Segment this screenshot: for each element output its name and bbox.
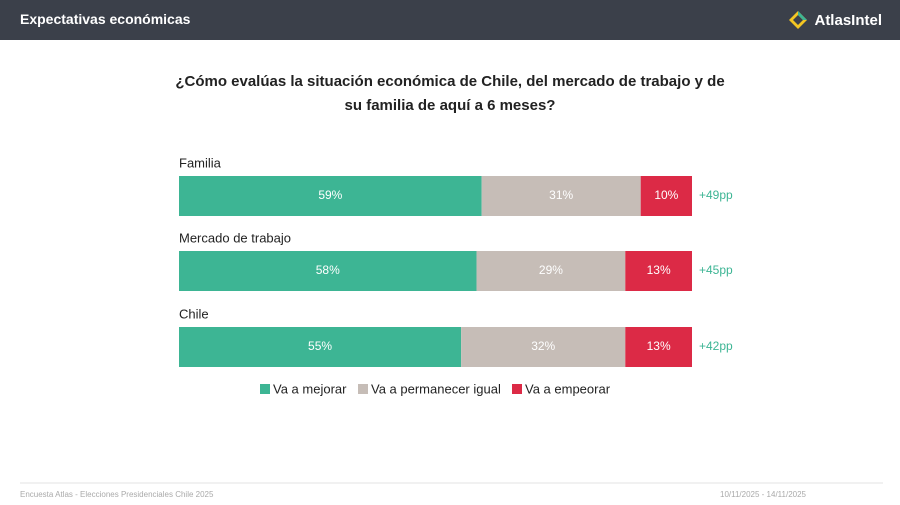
value-label: 32% — [531, 339, 555, 353]
value-label: 55% — [308, 339, 332, 353]
bar-segment — [179, 327, 462, 367]
net-label: +45pp — [699, 263, 733, 277]
bar-segment — [179, 176, 482, 216]
net-label: +42pp — [699, 339, 733, 353]
legend-label: Va a permanecer igual — [371, 381, 501, 396]
category-label: Familia — [179, 155, 222, 170]
chart-title: ¿Cómo evalúas la situación económica de … — [175, 73, 725, 114]
value-label: 29% — [539, 263, 563, 277]
footer-dates: 10/11/2025 - 14/11/2025 — [720, 490, 807, 499]
value-label: 10% — [654, 188, 678, 202]
category-label: Mercado de trabajo — [179, 230, 291, 245]
bar-segment — [625, 327, 692, 367]
bar-segment — [476, 251, 626, 291]
value-label: 13% — [647, 263, 671, 277]
legend-swatch — [260, 384, 270, 394]
net-label: +49pp — [699, 188, 733, 202]
header: Expectativas económicas AtlasIntel — [0, 0, 900, 40]
value-label: 13% — [647, 339, 671, 353]
footer-source: Encuesta Atlas - Elecciones Presidencial… — [20, 490, 214, 499]
legend-swatch — [512, 384, 522, 394]
header-title: Expectativas económicas — [20, 11, 191, 27]
value-label: 58% — [316, 263, 340, 277]
legend-label: Va a mejorar — [273, 381, 347, 396]
bar-segment — [625, 251, 692, 291]
brand-logo — [789, 11, 808, 29]
legend-label: Va a empeorar — [525, 381, 611, 396]
category-label: Chile — [179, 306, 209, 321]
value-label: 31% — [549, 188, 573, 202]
brand-name: AtlasIntel — [814, 11, 882, 29]
value-label: 59% — [318, 188, 342, 202]
bar-segment — [640, 176, 692, 216]
bar-segment — [461, 327, 626, 367]
bar-segment — [481, 176, 641, 216]
bar-segment — [179, 251, 477, 291]
legend-swatch — [358, 384, 368, 394]
brand: AtlasIntel — [788, 10, 882, 30]
